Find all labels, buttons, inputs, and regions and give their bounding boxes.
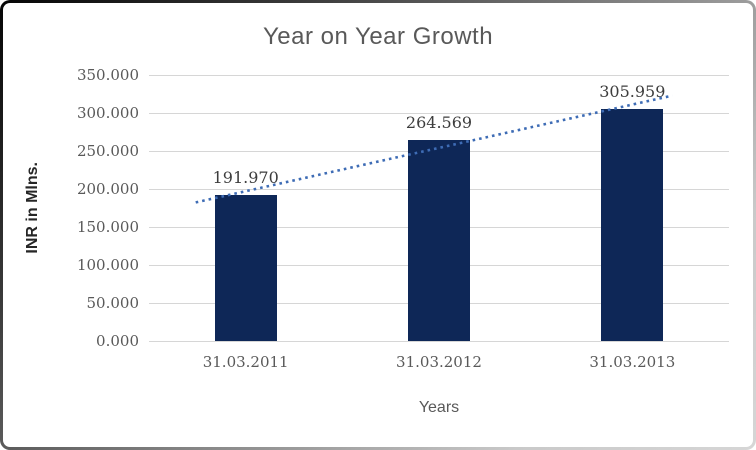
y-tick-label: 100.000 <box>76 256 139 274</box>
x-tick-label: 31.03.2013 <box>589 353 676 371</box>
bar <box>214 195 277 341</box>
x-tick-label: 31.03.2012 <box>396 353 482 371</box>
y-tick-label: 50.000 <box>86 294 140 312</box>
chart-title: Year on Year Growth <box>262 23 494 50</box>
trendline <box>195 94 673 204</box>
y-tick-label: 350.000 <box>76 66 139 84</box>
y-tick-label: 0.000 <box>96 332 139 350</box>
y-tick-label: 250.000 <box>76 142 139 160</box>
y-tick-label: 300.000 <box>76 104 139 122</box>
chart-canvas: Year on Year Growth INR in Mlns. 0.000 50… <box>3 3 753 447</box>
y-tick-label: 150.000 <box>76 218 139 236</box>
gridline <box>149 75 729 76</box>
data-label: 191.970 <box>212 168 279 188</box>
y-axis-labels: 0.000 50.000 100.000 150.000 200.000 250.000 3… <box>3 66 140 350</box>
data-label: 305.959 <box>599 81 666 101</box>
gridline <box>149 113 729 114</box>
x-tick-label: 31.03.2011 <box>202 353 289 371</box>
y-tick-label: 200.000 <box>76 180 139 198</box>
bar <box>601 108 664 341</box>
x-axis-title: Years <box>418 399 460 416</box>
data-label: 264.569 <box>405 112 473 132</box>
x-axis-labels: 31.03.2011 31.03.2012 31.03.2013 <box>149 353 729 371</box>
plot-area: 191.970 264.569 305.959 <box>149 75 729 342</box>
bar <box>408 139 470 341</box>
gridline <box>149 341 729 342</box>
